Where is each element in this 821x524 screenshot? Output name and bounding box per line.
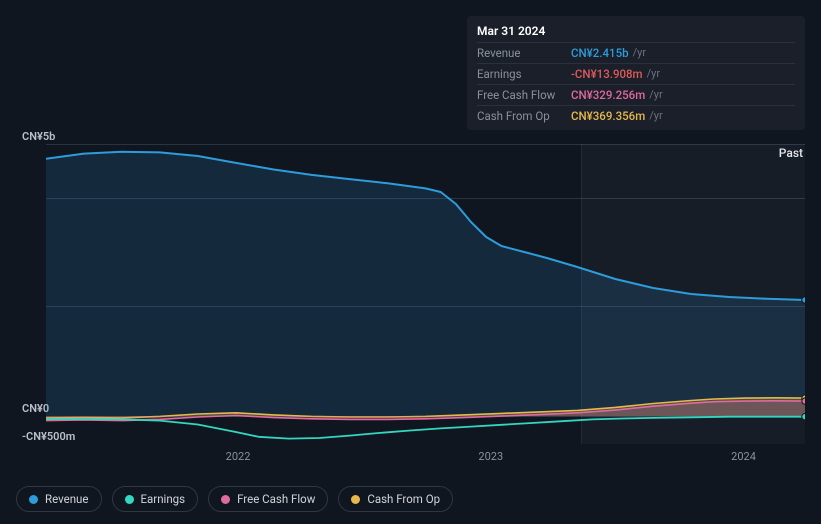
financials-chart: CN¥5bCN¥0-CN¥500m Past 202220232024 [16, 122, 805, 452]
tooltip-metric-value: -CN¥13.908m [571, 67, 643, 81]
tooltip-date: Mar 31 2024 [477, 22, 795, 42]
series-line-earnings [46, 417, 805, 439]
legend-label: Free Cash Flow [237, 492, 315, 506]
y-axis-label: CN¥5b [22, 130, 55, 143]
legend: Revenue Earnings Free Cash Flow Cash From O… [16, 486, 453, 512]
series-area-revenue [46, 152, 805, 416]
series-end-dot [802, 297, 805, 303]
chart-tooltip: Mar 31 2024 RevenueCN¥2.415b/yrEarnings-… [467, 16, 805, 130]
tooltip-suffix: /yr [647, 67, 660, 81]
tooltip-suffix: /yr [649, 88, 662, 102]
tooltip-suffix: /yr [649, 109, 662, 123]
legend-dot-icon [351, 495, 360, 504]
legend-item-cash-from-op[interactable]: Cash From Op [338, 486, 453, 512]
x-axis-label: 2024 [731, 450, 756, 463]
tooltip-row: Free Cash FlowCN¥329.256m/yr [477, 84, 795, 105]
series-end-dot [802, 414, 805, 420]
legend-item-revenue[interactable]: Revenue [16, 486, 102, 512]
series-svg [46, 144, 805, 444]
tooltip-metric-label: Cash From Op [477, 109, 571, 123]
tooltip-metric-label: Free Cash Flow [477, 88, 571, 102]
tooltip-metric-value: CN¥369.356m [571, 109, 645, 123]
tooltip-metric-label: Revenue [477, 46, 571, 60]
x-axis-label: 2022 [226, 450, 251, 463]
plot-area[interactable]: Past [46, 144, 805, 444]
tooltip-suffix: /yr [633, 46, 646, 60]
legend-item-free-cash-flow[interactable]: Free Cash Flow [208, 486, 328, 512]
tooltip-metric-value: CN¥2.415b [571, 46, 629, 60]
tooltip-row: Earnings-CN¥13.908m/yr [477, 63, 795, 84]
tooltip-metric-value: CN¥329.256m [571, 88, 645, 102]
tooltip-metric-label: Earnings [477, 67, 571, 81]
x-axis-label: 2023 [478, 450, 503, 463]
legend-label: Earnings [141, 492, 186, 506]
legend-dot-icon [29, 495, 38, 504]
legend-dot-icon [125, 495, 134, 504]
legend-label: Cash From Op [367, 492, 440, 506]
series-end-dot [802, 398, 805, 404]
legend-label: Revenue [45, 492, 89, 506]
legend-dot-icon [221, 495, 230, 504]
tooltip-row: RevenueCN¥2.415b/yr [477, 42, 795, 63]
legend-item-earnings[interactable]: Earnings [112, 486, 199, 512]
